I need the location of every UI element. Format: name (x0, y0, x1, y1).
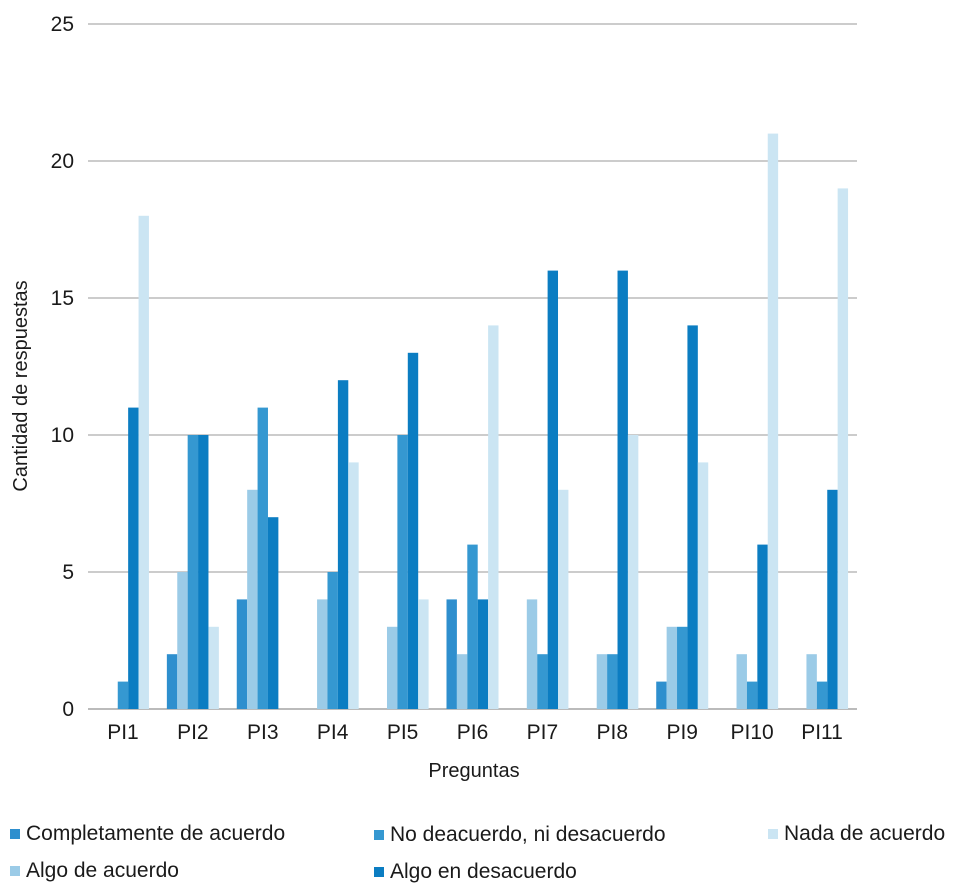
x-tick-label: PI8 (597, 721, 629, 744)
bar (547, 270, 559, 709)
bars (117, 133, 849, 710)
y-tick-label: 0 (62, 698, 74, 721)
bar (687, 325, 698, 709)
y-tick-label: 20 (51, 150, 74, 173)
bar (198, 435, 209, 709)
bar (337, 380, 349, 709)
bar (208, 626, 219, 709)
bar (837, 188, 849, 709)
bar (418, 599, 429, 709)
bar (526, 599, 538, 709)
x-tick-label: PI1 (107, 721, 139, 744)
bar (746, 681, 758, 709)
x-tick-label: PI11 (801, 721, 843, 744)
bar (128, 407, 139, 709)
x-tick-label: PI10 (731, 721, 774, 744)
bar (488, 325, 499, 709)
bar (456, 654, 468, 709)
gridlines (88, 23, 857, 710)
x-tick-label: PI3 (247, 721, 279, 744)
bar (407, 352, 419, 709)
bar (816, 681, 828, 709)
bar (467, 544, 478, 709)
bar (617, 270, 628, 709)
bar (397, 435, 408, 709)
y-axis-ticks: 0 5 10 15 20 25 (51, 13, 74, 721)
x-tick-label: PI4 (317, 721, 349, 744)
bar (596, 654, 608, 709)
bar (806, 654, 817, 709)
bar (138, 215, 149, 710)
bar (537, 654, 548, 709)
bar (117, 681, 129, 709)
x-axis-ticks: PI1 PI2 PI3 PI4 PI5 PI6 PI7 PI8 PI9 PI10 PI11 (107, 721, 843, 744)
bar (827, 489, 838, 709)
y-tick-label: 10 (51, 424, 74, 447)
bar (348, 462, 359, 709)
bar (767, 133, 779, 710)
bar (247, 489, 258, 709)
bar (666, 626, 678, 709)
bar (757, 544, 768, 709)
bar (656, 681, 667, 709)
y-axis-title: Cantidad de respuestas (10, 280, 32, 491)
bar (607, 654, 618, 709)
bar (317, 599, 328, 709)
bar (446, 599, 457, 709)
bar (267, 517, 279, 709)
y-tick-label: 15 (51, 287, 74, 310)
bar (187, 435, 199, 709)
x-tick-label: PI9 (666, 721, 698, 744)
bar (177, 572, 188, 709)
bar (477, 599, 489, 709)
bar (558, 489, 569, 709)
bar (627, 435, 639, 709)
bar (257, 407, 268, 709)
x-axis-title: Preguntas (428, 760, 519, 782)
bar (327, 572, 338, 709)
y-tick-label: 25 (51, 13, 74, 36)
bar (697, 462, 709, 709)
x-tick-label: PI7 (527, 721, 559, 744)
x-tick-label: PI5 (387, 721, 419, 744)
bar (166, 654, 178, 709)
y-tick-label: 5 (62, 561, 74, 584)
x-tick-label: PI2 (177, 721, 209, 744)
bar (386, 626, 398, 709)
x-tick-label: PI6 (457, 721, 489, 744)
bar (236, 599, 248, 709)
bar (736, 654, 747, 709)
bar (677, 626, 688, 709)
